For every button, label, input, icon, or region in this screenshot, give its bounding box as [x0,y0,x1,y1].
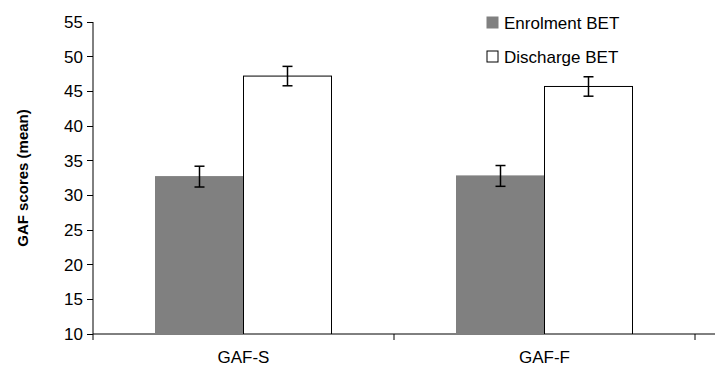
bar [545,86,633,334]
error-line [199,166,201,187]
chart: 10 15 20 25 30 35 40 45 50 55 GAF scores (mean) GAF… [0,0,723,390]
bar [457,176,545,334]
y-tick-label: 40 [64,117,83,136]
legend-label: Discharge BET [504,48,618,67]
error-cap [283,66,293,68]
y-tick [87,126,93,127]
error-line [500,166,502,187]
error-cap [283,85,293,87]
y-tick [87,299,93,300]
error-cap [195,165,205,167]
y-tick-label: 45 [64,82,83,101]
y-axis-label: GAF scores (mean) [14,109,31,247]
legend-swatch [487,17,498,28]
y-axis [93,22,94,334]
error-bar [496,166,506,187]
y-tick-label: 20 [64,256,83,275]
y-tick-label: 30 [64,186,83,205]
x-tick-label: GAF-S [218,348,270,367]
y-tick-label: 10 [64,325,83,344]
bar [244,76,332,334]
error-line [287,66,289,85]
y-tick [87,91,93,92]
error-bar [283,66,293,85]
error-bar [195,166,205,187]
y-tick [87,22,93,23]
y-tick [87,334,93,335]
bar [156,177,244,334]
y-tick-label: 55 [64,13,83,32]
x-tick-label: GAF-F [519,348,570,367]
x-tick [695,334,696,340]
y-tick [87,195,93,196]
legend-swatch [487,51,498,62]
y-tick [87,264,93,265]
y-tick [87,230,93,231]
error-bar [584,77,594,96]
y-tick-label: 25 [64,221,83,240]
y-tick-label: 15 [64,290,83,309]
x-tick [93,334,94,340]
error-cap [195,186,205,188]
x-tick [394,334,395,340]
legend-label: Enrolment BET [504,14,619,33]
error-cap [584,76,594,78]
error-cap [584,95,594,97]
y-tick [87,160,93,161]
error-cap [496,186,506,188]
y-tick-label: 50 [64,48,83,67]
y-tick [87,56,93,57]
bars [156,66,633,334]
error-line [588,77,590,96]
error-cap [496,165,506,167]
y-tick-label: 35 [64,152,83,171]
